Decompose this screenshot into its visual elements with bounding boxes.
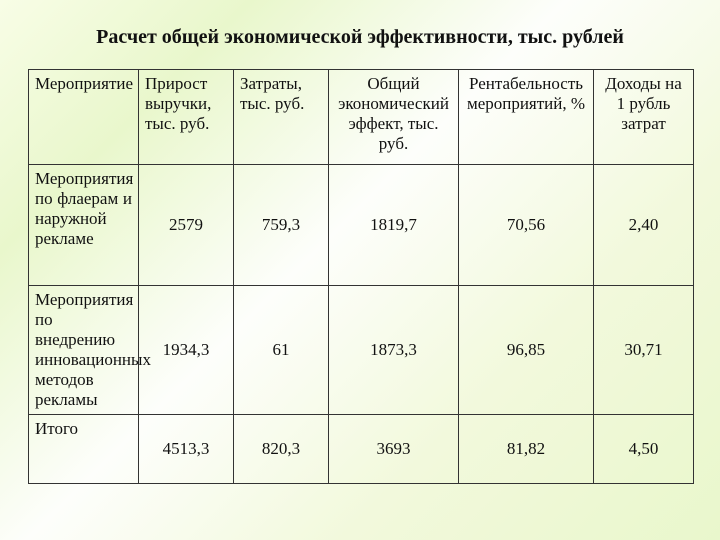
cell: 30,71 [594, 286, 694, 415]
page-title: Расчет общей экономической эффективности… [28, 26, 692, 49]
col-header: Доходы на 1 рубль затрат [594, 70, 694, 165]
col-header: Мероприятие [29, 70, 139, 165]
cell: 1873,3 [329, 286, 459, 415]
table-row: Мероприятия по внедрению инновационных м… [29, 286, 694, 415]
cell: 2,40 [594, 165, 694, 286]
cell: 61 [234, 286, 329, 415]
row-label: Мероприятия по внедрению инновационных м… [29, 286, 139, 415]
cell: 820,3 [234, 415, 329, 484]
col-header: Рентабельность мероприятий, % [459, 70, 594, 165]
col-header: Общий экономический эффект, тыс. руб. [329, 70, 459, 165]
slide: Расчет общей экономической эффективности… [0, 0, 720, 540]
cell: 4513,3 [139, 415, 234, 484]
cell: 1934,3 [139, 286, 234, 415]
table-row: Мероприятия по флаерам и наружной реклам… [29, 165, 694, 286]
cell: 70,56 [459, 165, 594, 286]
row-label: Итого [29, 415, 139, 484]
efficiency-table: Мероприятие Прирост выручки, тыс. руб. З… [28, 69, 694, 484]
cell: 81,82 [459, 415, 594, 484]
cell: 2579 [139, 165, 234, 286]
cell: 4,50 [594, 415, 694, 484]
cell: 1819,7 [329, 165, 459, 286]
row-label: Мероприятия по флаерам и наружной реклам… [29, 165, 139, 286]
table-header-row: Мероприятие Прирост выручки, тыс. руб. З… [29, 70, 694, 165]
cell: 3693 [329, 415, 459, 484]
col-header: Затраты, тыс. руб. [234, 70, 329, 165]
col-header: Прирост выручки, тыс. руб. [139, 70, 234, 165]
table-total-row: Итого 4513,3 820,3 3693 81,82 4,50 [29, 415, 694, 484]
cell: 759,3 [234, 165, 329, 286]
cell: 96,85 [459, 286, 594, 415]
